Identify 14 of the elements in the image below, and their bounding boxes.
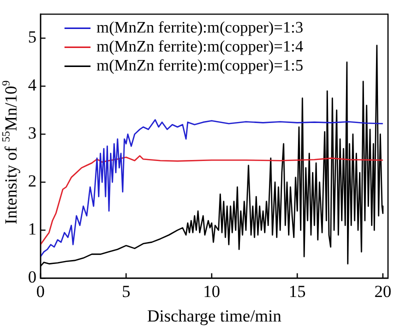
x-tick-label: 20: [374, 282, 392, 301]
y-tick-label: 0: [28, 268, 36, 287]
y-tick-label: 2: [28, 172, 36, 191]
y-tick-label: 3: [28, 124, 36, 143]
legend-label: m(MnZn ferrite):m(copper)=1:4: [96, 38, 304, 56]
x-tick-label: 10: [203, 282, 220, 301]
y-tick-label: 4: [28, 76, 37, 95]
x-axis-title: Discharge time/min: [147, 306, 282, 326]
y-tick-label: 1: [28, 220, 36, 239]
legend-label: m(MnZn ferrite):m(copper)=1:3: [96, 19, 304, 36]
x-tick-label: 5: [122, 282, 130, 301]
legend-label: m(MnZn ferrite):m(copper)=1:5: [96, 57, 304, 74]
x-tick-label: 15: [288, 282, 306, 301]
y-tick-label: 5: [28, 28, 36, 47]
